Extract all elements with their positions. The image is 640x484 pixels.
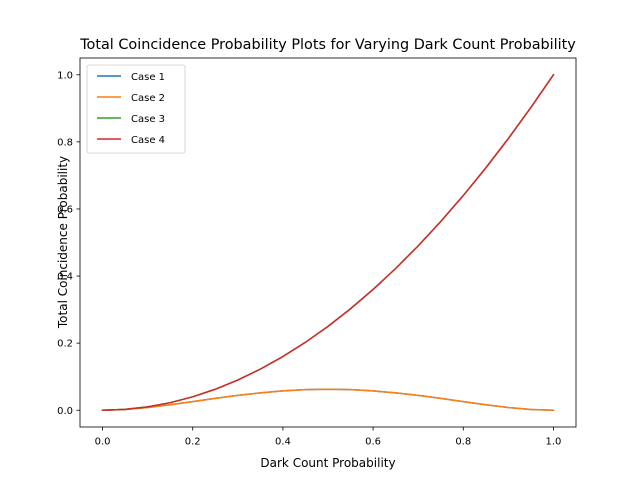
x-tick-label: 0.0: [95, 437, 111, 448]
legend-box: [86, 64, 186, 154]
chart-title: Total Coincidence Probability Plots for …: [79, 37, 576, 53]
x-tick-label: 0.8: [455, 437, 471, 448]
x-axis-label: Dark Count Probability: [260, 456, 395, 470]
axes-layer: 0.0 0.2 0.4 0.6 0.8 1.0 0.0 0.2 0.4 0.6 0.8 1.0: [57, 57, 577, 448]
legend-label-case-2: Case 2: [131, 93, 165, 104]
series-line-case-2: [101, 388, 555, 412]
series-line-case-4: [101, 73, 555, 412]
y-tick-label: 0.2: [57, 339, 73, 350]
y-tick-label: 0.8: [57, 137, 73, 148]
y-tick-label: 0.4: [57, 272, 73, 283]
plot-area-frame: [79, 57, 577, 428]
y-tick-label: 1.0: [57, 70, 73, 81]
x-tick-label: 0.6: [365, 437, 381, 448]
series-layer: [101, 73, 555, 412]
y-axis-label: Total Coincidence Probability: [56, 156, 70, 329]
legend-label-case-1: Case 1: [131, 72, 165, 83]
legend-label-case-4: Case 4: [131, 135, 165, 146]
y-tick-label: 0.0: [57, 406, 73, 417]
x-tick-label: 0.4: [275, 437, 291, 448]
x-tick-label: 1.0: [546, 437, 562, 448]
y-tick-label: 0.6: [57, 205, 73, 216]
x-tick-label: 0.2: [185, 437, 201, 448]
legend: Case 1 Case 2 Case 3 Case 4: [86, 64, 186, 154]
legend-label-case-3: Case 3: [131, 114, 165, 125]
